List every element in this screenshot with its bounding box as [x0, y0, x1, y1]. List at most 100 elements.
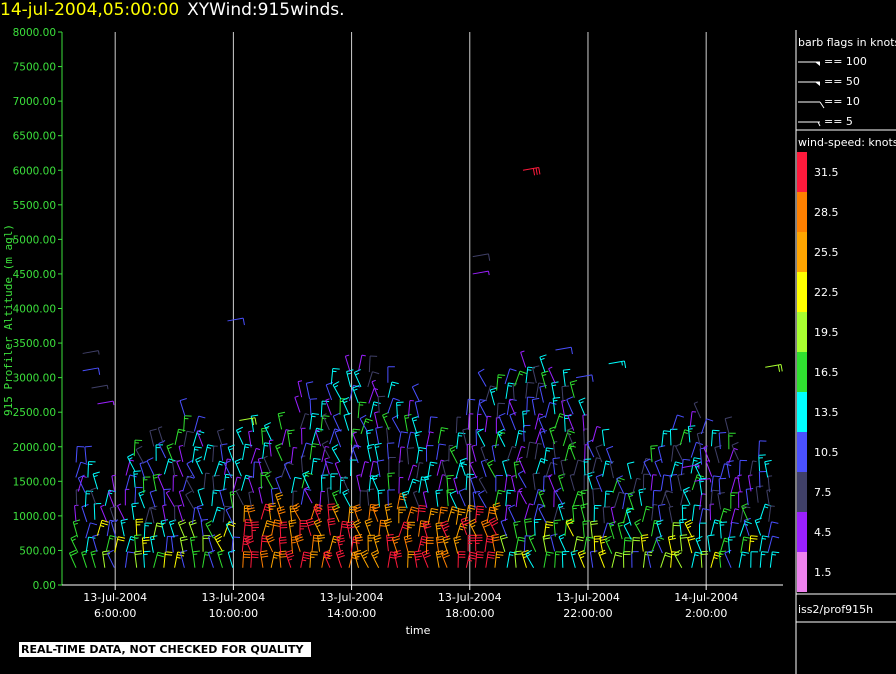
wind-barb — [570, 549, 578, 568]
barb-staff — [670, 461, 676, 478]
wind-barb — [219, 488, 227, 507]
y-tick-label: 7000.00 — [13, 96, 56, 108]
barb-feather — [404, 413, 412, 417]
barb-feather — [438, 443, 447, 446]
barb-staff — [258, 487, 263, 504]
wind-barb — [77, 474, 86, 493]
barb-feather — [366, 429, 374, 432]
wind-barb — [498, 412, 506, 431]
barb-feather — [476, 556, 484, 559]
barb-feather — [70, 534, 78, 539]
wind-barb — [646, 550, 655, 568]
barb-feather — [127, 551, 135, 554]
barb-feather — [490, 519, 497, 524]
barb-feather — [109, 505, 117, 509]
barb-feather — [265, 425, 270, 429]
barb-staff — [350, 536, 355, 553]
x-tick-label: 2:00:00 — [685, 607, 727, 620]
barb-feather — [663, 430, 671, 433]
wind-barb — [561, 385, 569, 403]
barb-feather — [546, 447, 554, 450]
wind-barb — [589, 550, 598, 568]
barb-feather — [764, 459, 772, 463]
barb-staff — [309, 443, 313, 460]
wind-barb — [407, 521, 415, 539]
wind-barb — [250, 447, 261, 464]
barb-staff — [223, 474, 227, 491]
barb-feather — [454, 538, 462, 542]
speed-color-swatch — [797, 312, 807, 352]
speed-color-swatch — [797, 352, 807, 392]
grid-lines — [114, 32, 707, 585]
barb-staff — [170, 536, 174, 553]
barb-staff — [517, 473, 527, 489]
barb-staff — [292, 506, 301, 522]
barb-feather — [518, 469, 525, 475]
barb-staff — [248, 492, 253, 509]
barb-staff — [572, 491, 579, 507]
barb-feather — [472, 491, 481, 493]
barb-staff — [657, 505, 662, 522]
barb-staff — [609, 462, 614, 479]
wind-barb — [446, 489, 454, 507]
barb-staff — [257, 458, 263, 475]
barb-feather — [413, 464, 418, 467]
barb-feather — [518, 456, 523, 460]
barb-feather — [198, 415, 206, 419]
barb-feather — [385, 521, 393, 524]
wind-barb — [211, 489, 221, 507]
barb-feather — [356, 474, 361, 477]
wind-barb — [583, 458, 592, 476]
barb-staff — [375, 428, 380, 444]
barb-staff — [336, 536, 342, 553]
wind-barb — [488, 517, 499, 536]
wind-barb — [679, 429, 692, 446]
barb-feather — [772, 551, 780, 554]
wind-barb — [441, 459, 449, 478]
barb-staff — [116, 505, 126, 521]
barb-staff — [260, 535, 263, 552]
barb-staff — [591, 457, 597, 474]
barb-legend-label: == 50 — [824, 75, 860, 88]
wind-barb — [411, 415, 419, 434]
wind-barb — [195, 456, 203, 475]
barb-feather — [488, 463, 493, 467]
wind-barb — [569, 380, 578, 398]
barb-feather — [518, 536, 526, 540]
wind-barb — [738, 551, 750, 568]
barb-feather — [100, 525, 105, 528]
wind-barb — [290, 446, 298, 464]
barb-feather — [413, 490, 418, 494]
barb-staff — [561, 400, 566, 417]
barb-staff — [730, 477, 736, 493]
wind-barb — [557, 502, 566, 521]
barb-staff — [602, 507, 605, 524]
barb-feather — [443, 529, 448, 532]
barb-feather — [306, 381, 314, 384]
barb-feather — [332, 538, 340, 542]
barb-staff — [478, 479, 488, 494]
barb-feather — [371, 379, 376, 383]
barb-staff — [727, 537, 730, 554]
barb-feather — [496, 551, 504, 554]
wind-barb — [330, 368, 340, 385]
barb-staff — [87, 461, 90, 478]
barb-staff — [250, 448, 257, 464]
barb-feather — [248, 509, 256, 513]
barb-feather — [246, 537, 253, 542]
barb-feather — [322, 413, 327, 416]
wind-barb — [610, 506, 616, 524]
wind-barb — [248, 475, 255, 493]
wind-barb — [257, 457, 263, 475]
barb-feather — [328, 520, 336, 523]
barb-staff — [643, 461, 652, 477]
barb-staff — [543, 551, 548, 568]
wind-barb — [691, 474, 705, 491]
barb-feather — [538, 415, 546, 420]
barb-staff — [368, 475, 372, 492]
barb-feather — [726, 460, 734, 463]
barb-staff — [111, 475, 116, 492]
chart-title: 14-jul-2004,05:00:00 XYWind:915winds. — [0, 0, 345, 24]
barb-feather — [500, 536, 508, 540]
wind-barb — [320, 400, 330, 418]
